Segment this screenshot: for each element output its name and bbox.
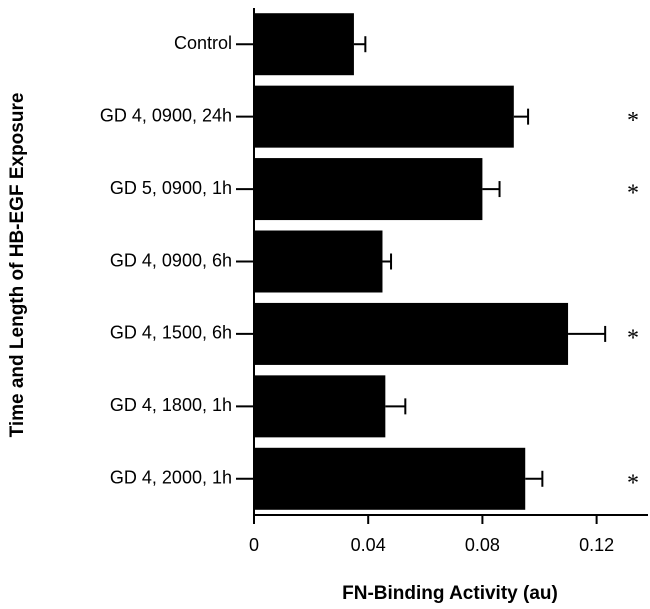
y-axis-label: Time and Length of HB-EGF Exposure — [7, 93, 28, 438]
bar — [254, 85, 514, 148]
y-tick-label: GD 4, 0900, 6h — [110, 250, 232, 270]
bar — [254, 447, 526, 510]
significance-marker: * — [627, 470, 639, 496]
bar — [254, 13, 354, 76]
x-tick-label: 0 — [249, 535, 259, 555]
x-tick-label: 0.08 — [465, 535, 500, 555]
bar — [254, 302, 569, 365]
y-tick-label: GD 4, 2000, 1h — [110, 468, 232, 488]
y-tick-label: GD 4, 1800, 1h — [110, 395, 232, 415]
y-tick-label: GD 4, 0900, 24h — [100, 105, 232, 125]
y-tick-label: GD 5, 0900, 1h — [110, 178, 232, 198]
bar — [254, 230, 383, 293]
y-tick-label: GD 4, 1500, 6h — [110, 323, 232, 343]
bar — [254, 158, 483, 221]
y-tick-label: Control — [174, 33, 232, 53]
significance-marker: * — [627, 108, 639, 134]
x-tick-label: 0.04 — [351, 535, 386, 555]
significance-marker: * — [627, 181, 639, 207]
bar — [254, 375, 386, 438]
significance-marker: * — [627, 325, 639, 351]
x-tick-label: 0.12 — [579, 535, 614, 555]
x-axis-label: FN-Binding Activity (au) — [342, 583, 558, 604]
